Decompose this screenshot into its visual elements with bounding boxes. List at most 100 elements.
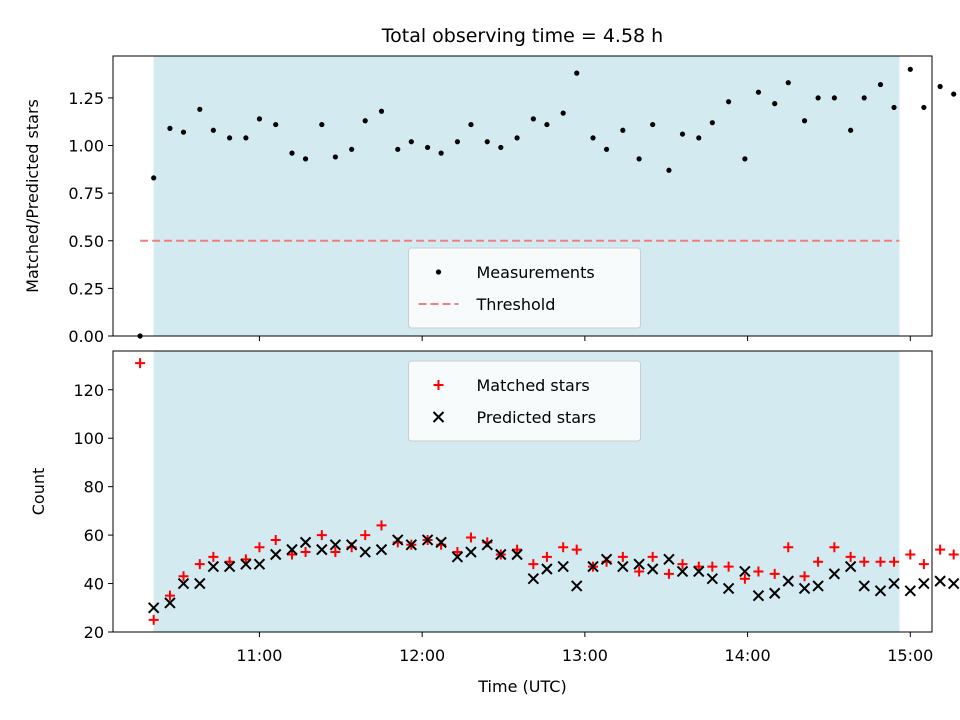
predicted-stars-point xyxy=(706,572,719,585)
matched-stars-point xyxy=(360,530,371,541)
predicted-stars-point xyxy=(587,560,599,573)
measurement-point xyxy=(256,116,263,122)
measurement-point xyxy=(408,139,414,145)
measurement-point xyxy=(332,154,338,160)
matched-stars-point xyxy=(330,547,341,558)
measurement-point xyxy=(468,121,474,128)
matched-stars-point xyxy=(541,551,552,562)
measurement-point xyxy=(454,139,461,145)
x-tick-label: 13:00 xyxy=(562,646,608,665)
measurement-point xyxy=(530,116,536,122)
measurement-point xyxy=(726,99,732,105)
matched-stars-point xyxy=(300,547,311,558)
predicted-stars-point xyxy=(421,534,434,546)
measurement-point xyxy=(302,156,309,162)
predicted-stars-point xyxy=(676,565,689,578)
measurement-point xyxy=(319,121,325,128)
measurement-point xyxy=(424,144,431,151)
y-tick-label: 120 xyxy=(73,381,104,400)
predicted-stars-point xyxy=(164,597,176,609)
legend-label: Measurements xyxy=(477,263,595,282)
matched-stars-point xyxy=(528,559,539,570)
y-tick-label: 0.00 xyxy=(68,327,104,346)
measurement-point xyxy=(696,135,702,141)
predicted-stars-point xyxy=(511,548,523,561)
legend: Matched stars Predicted stars xyxy=(408,360,641,442)
legend-box xyxy=(408,247,641,329)
measurement-point xyxy=(815,95,821,101)
predicted-stars-point xyxy=(329,539,342,551)
matched-stars-point xyxy=(558,542,569,553)
bottom-y-axis-title: Count xyxy=(29,468,48,516)
plot-frame xyxy=(112,55,933,337)
measurement-point xyxy=(709,120,715,126)
predicted-stars-point xyxy=(177,577,190,590)
x-tick-label: 12:00 xyxy=(399,646,445,665)
predicted-stars-point xyxy=(888,577,900,590)
measurement-point xyxy=(544,121,550,128)
y-tick-label: 100 xyxy=(73,429,104,448)
measurement-point xyxy=(666,167,672,173)
predicted-stars-point xyxy=(207,560,220,573)
predicted-stars-point xyxy=(270,548,282,561)
measurement-point xyxy=(349,146,355,152)
x-tick-label: 11:00 xyxy=(236,646,282,665)
measurement-point xyxy=(151,175,157,181)
predicted-stars-point xyxy=(918,577,930,590)
predicted-stars-point xyxy=(646,563,659,575)
matched-stars-point xyxy=(693,561,704,572)
predicted-stars-point xyxy=(253,558,266,570)
top-y-axis-title: Matched/Predicted stars xyxy=(23,99,42,293)
measurement-point xyxy=(636,156,642,162)
y-tick-label: 1.25 xyxy=(68,89,104,108)
measurement-point xyxy=(679,131,686,137)
measurement-point xyxy=(742,156,748,162)
predicted-stars-point xyxy=(465,546,477,558)
measurement-point xyxy=(514,135,520,141)
predicted-stars-point xyxy=(752,589,765,602)
matched-stars-point xyxy=(663,568,674,579)
matched-stars-point xyxy=(918,559,929,570)
y-tick-label: 80 xyxy=(84,478,104,497)
measurement-point xyxy=(801,118,808,124)
y-tick-label: 0.25 xyxy=(68,279,104,298)
measurement-point xyxy=(484,139,490,145)
predicted-stars-point xyxy=(375,543,388,556)
measurement-point xyxy=(227,135,233,141)
matched-stars-point xyxy=(707,561,718,572)
predicted-stars-point xyxy=(844,560,857,573)
matched-stars-point xyxy=(813,556,824,567)
predicted-stars-point xyxy=(722,582,735,595)
matched-stars-point xyxy=(452,547,463,558)
legend-label: Predicted stars xyxy=(477,408,597,427)
predicted-stars-point xyxy=(617,560,629,573)
measurement-point xyxy=(785,80,791,86)
legend-measurements-marker xyxy=(435,269,442,275)
matched-stars-point xyxy=(935,544,946,555)
predicted-stars-point xyxy=(798,582,811,595)
matched-stars-point xyxy=(571,544,582,555)
measurement-point xyxy=(378,108,385,114)
y-tick-label: 0.75 xyxy=(68,184,104,203)
y-tick-label: 1.00 xyxy=(68,137,104,156)
matched-stars-point xyxy=(148,614,159,625)
matched-stars-point xyxy=(723,561,734,572)
predicted-stars-point xyxy=(147,602,160,614)
matched-stars-point xyxy=(254,542,265,553)
predicted-stars-point xyxy=(663,553,675,566)
predicted-stars-point xyxy=(947,577,960,590)
matched-stars-point xyxy=(889,556,900,567)
measurement-point xyxy=(273,121,279,128)
predicted-stars-point xyxy=(223,560,236,573)
measurement-point xyxy=(907,66,913,72)
matched-stars-point xyxy=(948,549,959,560)
y-tick-label: 20 xyxy=(84,623,104,642)
predicted-stars-point xyxy=(541,563,553,575)
predicted-stars-point xyxy=(286,543,298,556)
measurement-point xyxy=(772,101,778,107)
matched-stars-point xyxy=(224,556,235,567)
legend-label: Threshold xyxy=(476,295,556,314)
x-tick-label: 14:00 xyxy=(725,646,771,665)
measurement-point xyxy=(650,121,656,128)
